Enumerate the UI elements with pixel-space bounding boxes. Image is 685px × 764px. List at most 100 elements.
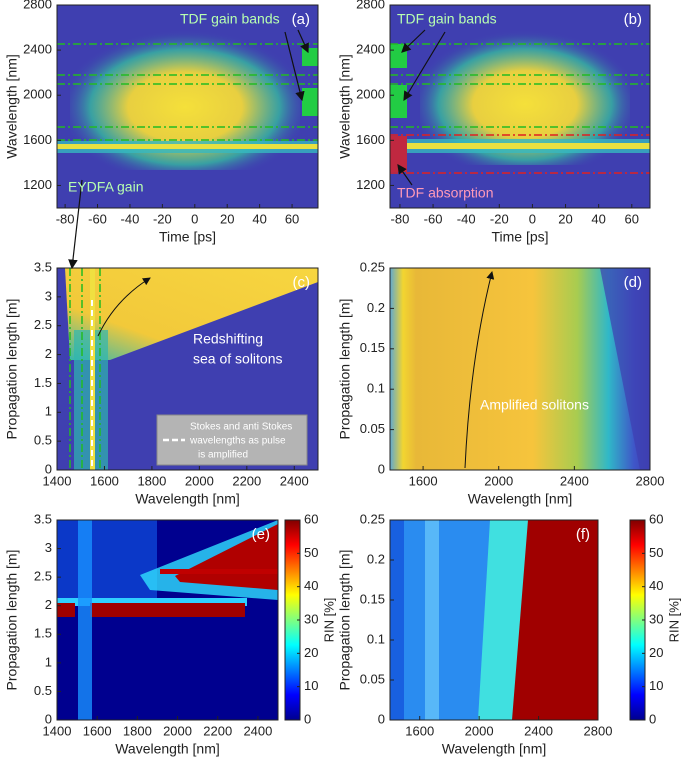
panel-label: (b): [624, 11, 642, 28]
y-tick-label: 3: [45, 288, 52, 303]
x-tick-label: -60: [424, 211, 443, 226]
heatmap-edge: [600, 268, 650, 470]
y-tick-label: 0: [378, 711, 385, 726]
panel-label: (c): [293, 274, 311, 291]
x-tick-label: 1600: [90, 473, 119, 488]
legend-box: [156, 414, 308, 466]
arrow: [403, 31, 446, 102]
y-tick-label: 2000: [23, 87, 52, 102]
x-tick-label: -20: [153, 211, 172, 226]
colorbar-tick-label: 50: [304, 545, 318, 560]
x-tick-label: -40: [121, 211, 140, 226]
heatmap-region: [390, 520, 404, 720]
y-tick-label: 0.05: [360, 421, 385, 436]
y-tick-label: 2000: [356, 87, 385, 102]
x-tick-label: 1400: [43, 723, 72, 738]
colorbar-tick-label: 20: [304, 645, 318, 660]
y-tick-label: 0: [378, 461, 385, 476]
x-tick-label: -80: [56, 211, 75, 226]
heatmap-band: [407, 143, 650, 149]
colorbar-tick-label: 10: [649, 678, 663, 693]
heatmap-f: [390, 520, 598, 720]
arrow: [97, 277, 151, 337]
x-tick-label: 0: [529, 211, 536, 226]
y-tick-label: 1: [45, 404, 52, 419]
panel-label: (d): [624, 274, 642, 291]
y-axis-label: Wavelength [nm]: [337, 54, 353, 159]
y-tick-label: 1.5: [34, 375, 52, 390]
panel-label: (a): [292, 11, 310, 28]
plot-frame: [56, 519, 279, 721]
x-tick-label: -20: [490, 211, 509, 226]
y-tick-label: 2: [45, 597, 52, 612]
y-tick-label: 0: [45, 461, 52, 476]
annotation: TDF gain bands: [180, 11, 280, 27]
y-tick-label: 0.5: [34, 433, 52, 448]
y-axis-label: Propagation length [m]: [337, 299, 353, 440]
panel-label: (f): [576, 526, 590, 543]
x-tick-label: 1600: [409, 473, 438, 488]
heatmap-d: [390, 268, 650, 470]
annotation: sea of solitons: [193, 351, 283, 367]
y-tick-label: 0.1: [367, 381, 385, 396]
x-tick-label: 1600: [405, 723, 434, 738]
arrow: [397, 164, 413, 186]
y-tick-label: 1.5: [34, 626, 52, 641]
y-tick-label: 0: [45, 711, 52, 726]
gain-lines: [69, 268, 101, 470]
x-tick-label: 60: [625, 211, 639, 226]
x-tick-label: 2200: [203, 723, 232, 738]
plot-frame: [56, 4, 319, 209]
x-tick-label: 1600: [83, 723, 112, 738]
annotation: EYDFA gain: [68, 179, 144, 195]
y-tick-label: 2.5: [34, 569, 52, 584]
x-tick-label: 2000: [185, 473, 214, 488]
colorbar-tick-label: 40: [649, 578, 663, 593]
x-axis-label: Wavelength [nm]: [115, 741, 220, 757]
y-tick-label: 2: [45, 346, 52, 361]
x-tick-label: 20: [558, 211, 572, 226]
annotation: TDF absorption: [397, 185, 493, 201]
y-tick-label: 0.25: [360, 511, 385, 526]
y-tick-label: 0.2: [367, 300, 385, 315]
annotation: is amplified: [198, 450, 248, 461]
colorbar-tick-label: 0: [649, 711, 656, 726]
gain-patch: [302, 48, 318, 66]
heatmap-streak: [78, 520, 92, 720]
y-tick-label: 1600: [23, 132, 52, 147]
heatmap-region: [512, 520, 598, 720]
y-tick-label: 3.5: [34, 511, 52, 526]
arrow: [464, 271, 495, 469]
soliton-fan: [65, 268, 318, 360]
colorbar-tick-label: 10: [304, 678, 318, 693]
x-tick-label: 40: [252, 211, 266, 226]
y-tick-label: 0.05: [360, 671, 385, 686]
plot-frame: [389, 519, 599, 721]
gain-lines: [57, 43, 318, 141]
y-axis-label: Propagation length [m]: [4, 299, 20, 440]
gain-patch: [390, 44, 407, 68]
colorbar-tick-label: 20: [649, 645, 663, 660]
heatmap-streak: [90, 603, 245, 617]
colorbar-label: RIN [%]: [666, 598, 681, 643]
y-tick-label: 3: [45, 540, 52, 555]
x-tick-label: 2000: [484, 473, 513, 488]
gain-patch: [302, 88, 318, 116]
x-tick-label: 2200: [232, 473, 261, 488]
x-tick-label: -80: [391, 211, 410, 226]
y-tick-label: 2800: [23, 0, 52, 11]
heatmap-b: [390, 5, 650, 208]
colorbar-tick-label: 60: [304, 511, 318, 526]
x-tick-label: 40: [591, 211, 605, 226]
heatmap-streak: [57, 603, 75, 617]
heatmap-e: [57, 520, 278, 720]
annotation: Stokes and anti Stokes: [190, 422, 292, 433]
plot-frame: [56, 267, 319, 471]
plot-frame: [389, 267, 651, 471]
x-tick-label: 1800: [123, 723, 152, 738]
x-tick-label: 2800: [584, 723, 613, 738]
gain-patch: [390, 85, 407, 118]
colorbar-tick-label: 0: [304, 711, 311, 726]
annotation: Amplified solitons: [480, 397, 589, 413]
x-tick-label: 2400: [243, 723, 272, 738]
